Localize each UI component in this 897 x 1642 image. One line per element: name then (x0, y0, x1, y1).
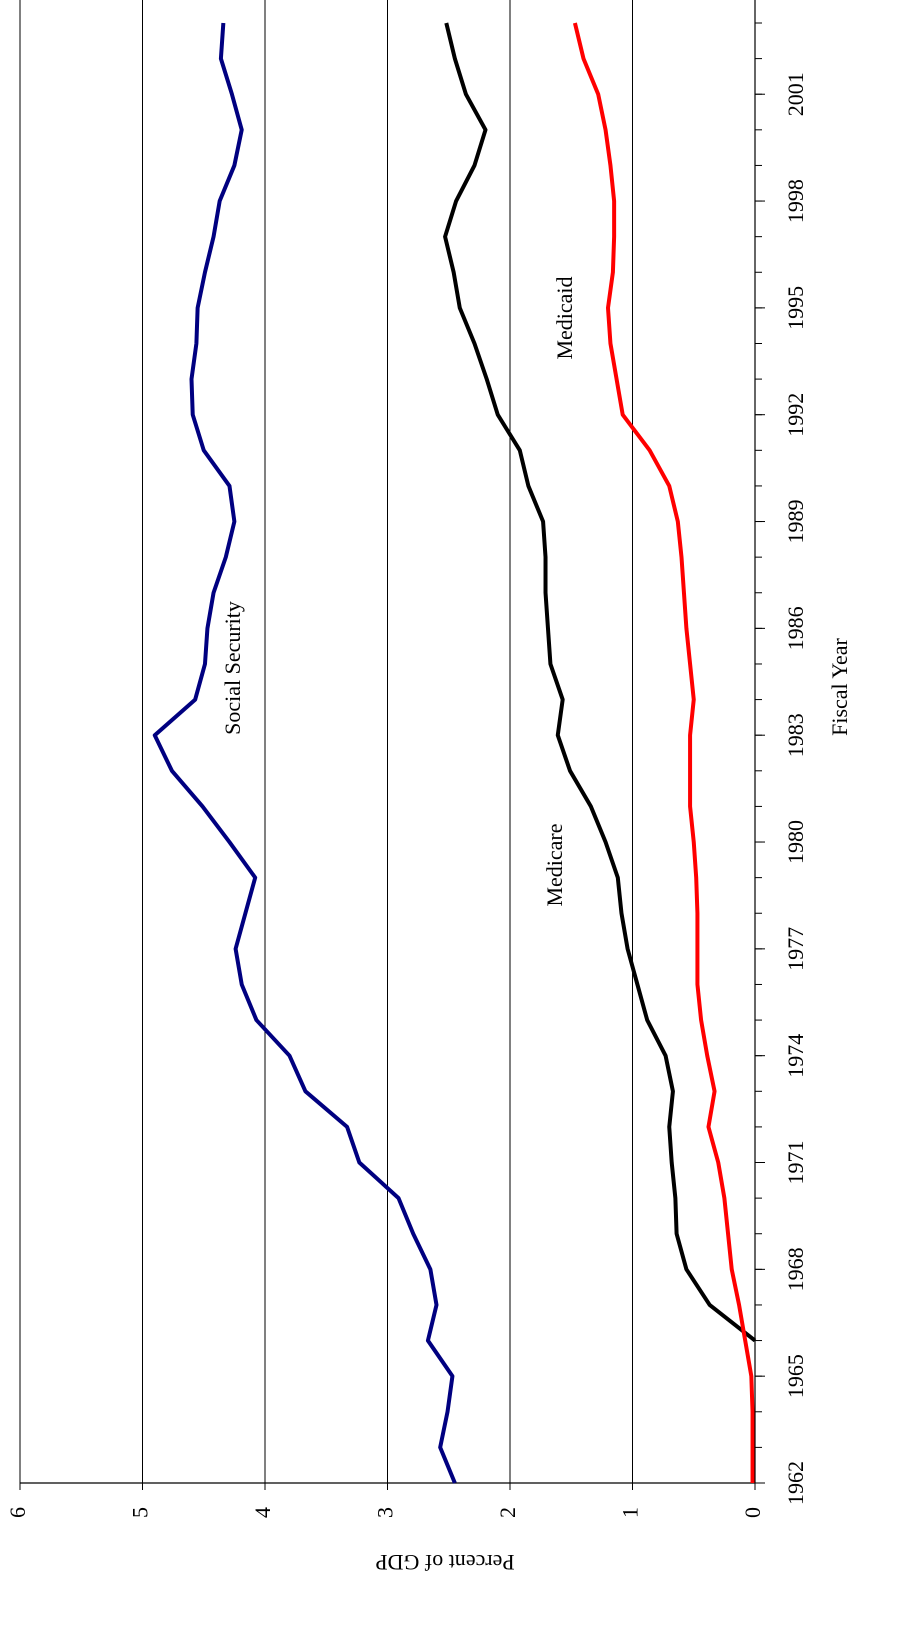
y-tick-label: 5 (128, 1507, 153, 1518)
series-line (443, 22, 757, 1343)
x-tick-label: 1992 (783, 393, 808, 437)
y-tick-label: 1 (618, 1507, 643, 1518)
y-tick-label: 2 (495, 1507, 520, 1518)
x-tick-label: 1995 (783, 286, 808, 330)
y-axis-label: Percent of GDP (375, 1550, 514, 1575)
y-tick-label: 3 (373, 1507, 398, 1518)
x-tick-label: 1986 (783, 606, 808, 650)
x-tick-label: 1971 (783, 1141, 808, 1185)
y-tick-label: 0 (740, 1507, 765, 1518)
x-tick-label: 1983 (783, 713, 808, 757)
x-tick-label: 1962 (783, 1461, 808, 1505)
rotated-plot: Fiscal Year Percent of GDP 0 1 2 3 4 5 6 1962 19… (5, 0, 852, 1575)
x-tick-label: 1965 (783, 1354, 808, 1398)
series-line (152, 22, 457, 1484)
x-tick-label: 1974 (783, 1034, 808, 1078)
x-tick-label: 1989 (783, 500, 808, 544)
x-tick-label: 2001 (783, 72, 808, 116)
x-axis-label: Fiscal Year (827, 637, 852, 735)
series-line (572, 22, 755, 1483)
series-label: Social Security (220, 601, 245, 735)
x-tick-label: 1968 (783, 1247, 808, 1291)
y-tick-label: 6 (5, 1507, 30, 1518)
x-tick-label: 1980 (783, 820, 808, 864)
series-label: Medicare (542, 823, 567, 906)
y-tick-label: 4 (250, 1507, 275, 1518)
series-label: Medicaid (552, 276, 577, 359)
x-tick-label: 1998 (783, 179, 808, 223)
x-tick-label: 1977 (783, 927, 808, 971)
